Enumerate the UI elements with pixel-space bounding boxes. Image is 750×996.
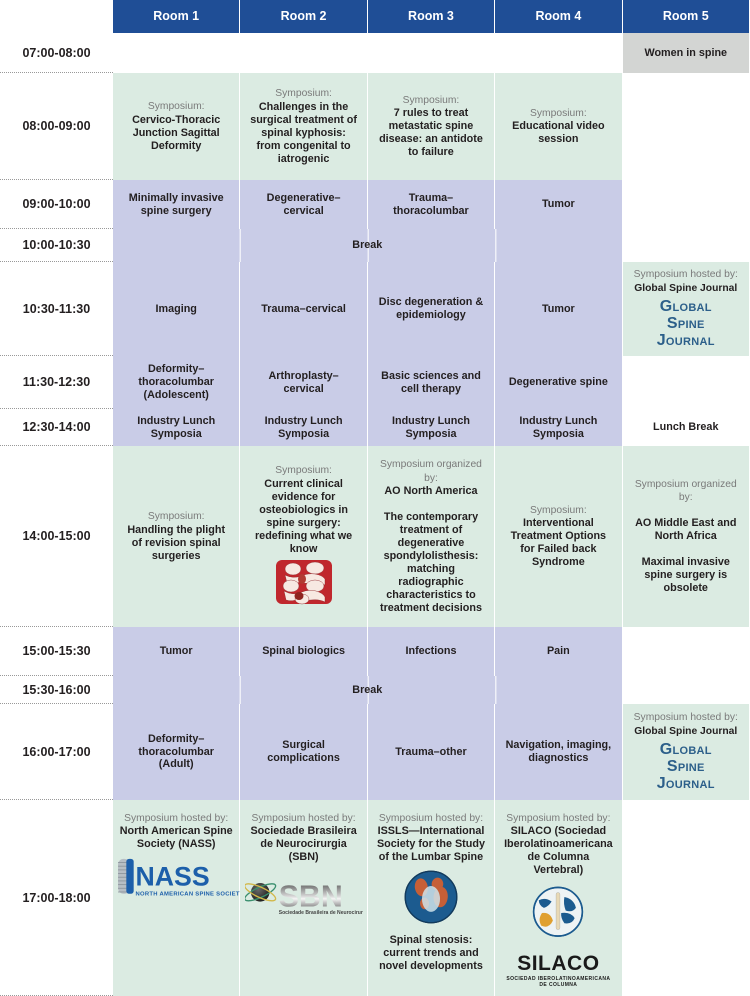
svg-text:NASS: NASS bbox=[136, 862, 210, 892]
svg-text:Sociedade Brasileira de Neuroc: Sociedade Brasileira de Neurocirurgia bbox=[278, 910, 362, 916]
svg-text:NORTH AMERICAN SPINE SOCIETY: NORTH AMERICAN SPINE SOCIETY bbox=[136, 892, 240, 898]
svg-text:SBN: SBN bbox=[278, 881, 342, 914]
